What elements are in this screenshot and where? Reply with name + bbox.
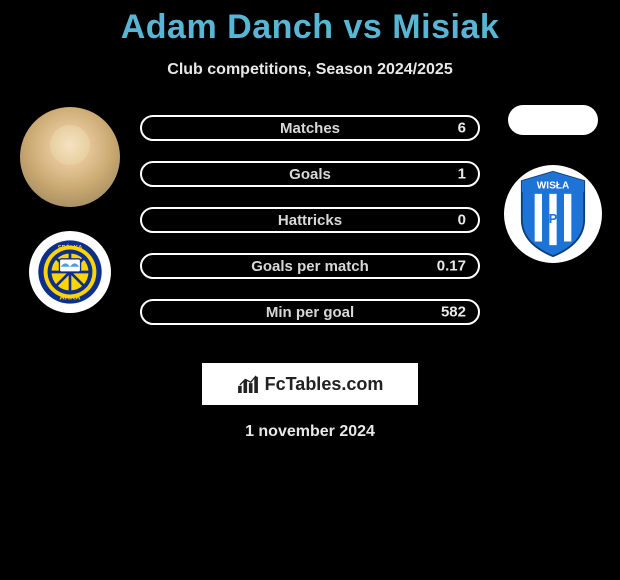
stats-column: Matches 6 Goals 1 Hattricks 0 Goals per … bbox=[140, 115, 480, 325]
stat-right-value: 0.17 bbox=[437, 258, 466, 275]
left-column: SPÓŁKA ARKA bbox=[10, 107, 130, 313]
player1-club-badge: SPÓŁKA ARKA bbox=[29, 231, 111, 313]
stat-label: Goals bbox=[289, 166, 331, 183]
stat-row-gpm: Goals per match 0.17 bbox=[140, 253, 480, 279]
stat-row-goals: Goals 1 bbox=[140, 161, 480, 187]
vs-text: vs bbox=[344, 8, 383, 46]
svg-text:ARKA: ARKA bbox=[60, 293, 82, 302]
svg-text:P: P bbox=[549, 211, 558, 226]
stat-row-mpg: Min per goal 582 bbox=[140, 299, 480, 325]
comparison-area: SPÓŁKA ARKA WISŁA P bbox=[0, 115, 620, 345]
stat-right-value: 6 bbox=[458, 120, 466, 137]
stat-label: Matches bbox=[280, 120, 340, 137]
stat-label: Min per goal bbox=[266, 304, 354, 321]
stat-label: Goals per match bbox=[251, 258, 369, 275]
stat-row-matches: Matches 6 bbox=[140, 115, 480, 141]
player1-avatar bbox=[20, 107, 120, 207]
stat-label: Hattricks bbox=[278, 212, 342, 229]
stat-right-value: 0 bbox=[458, 212, 466, 229]
wisla-badge-icon: WISŁA P bbox=[516, 170, 590, 258]
player2-avatar-placeholder bbox=[508, 105, 598, 135]
player2-club-badge: WISŁA P bbox=[504, 165, 602, 263]
right-column: WISŁA P bbox=[498, 105, 608, 263]
subtitle: Club competitions, Season 2024/2025 bbox=[0, 61, 620, 79]
stat-right-value: 582 bbox=[441, 304, 466, 321]
player2-name: Misiak bbox=[392, 8, 499, 46]
date-text: 1 november 2024 bbox=[245, 423, 375, 441]
stat-row-hattricks: Hattricks 0 bbox=[140, 207, 480, 233]
arka-badge-icon: SPÓŁKA ARKA bbox=[37, 239, 103, 305]
footer: FcTables.com 1 november 2024 bbox=[0, 363, 620, 441]
player1-name: Adam Danch bbox=[121, 8, 334, 46]
stat-right-value: 1 bbox=[458, 166, 466, 183]
infographic-root: Adam Danch vs Misiak Club competitions, … bbox=[0, 0, 620, 441]
brand-text: FcTables.com bbox=[265, 374, 384, 395]
svg-text:WISŁA: WISŁA bbox=[537, 180, 570, 191]
brand-badge: FcTables.com bbox=[202, 363, 418, 405]
bars-icon bbox=[237, 375, 259, 393]
page-title: Adam Danch vs Misiak bbox=[0, 8, 620, 47]
